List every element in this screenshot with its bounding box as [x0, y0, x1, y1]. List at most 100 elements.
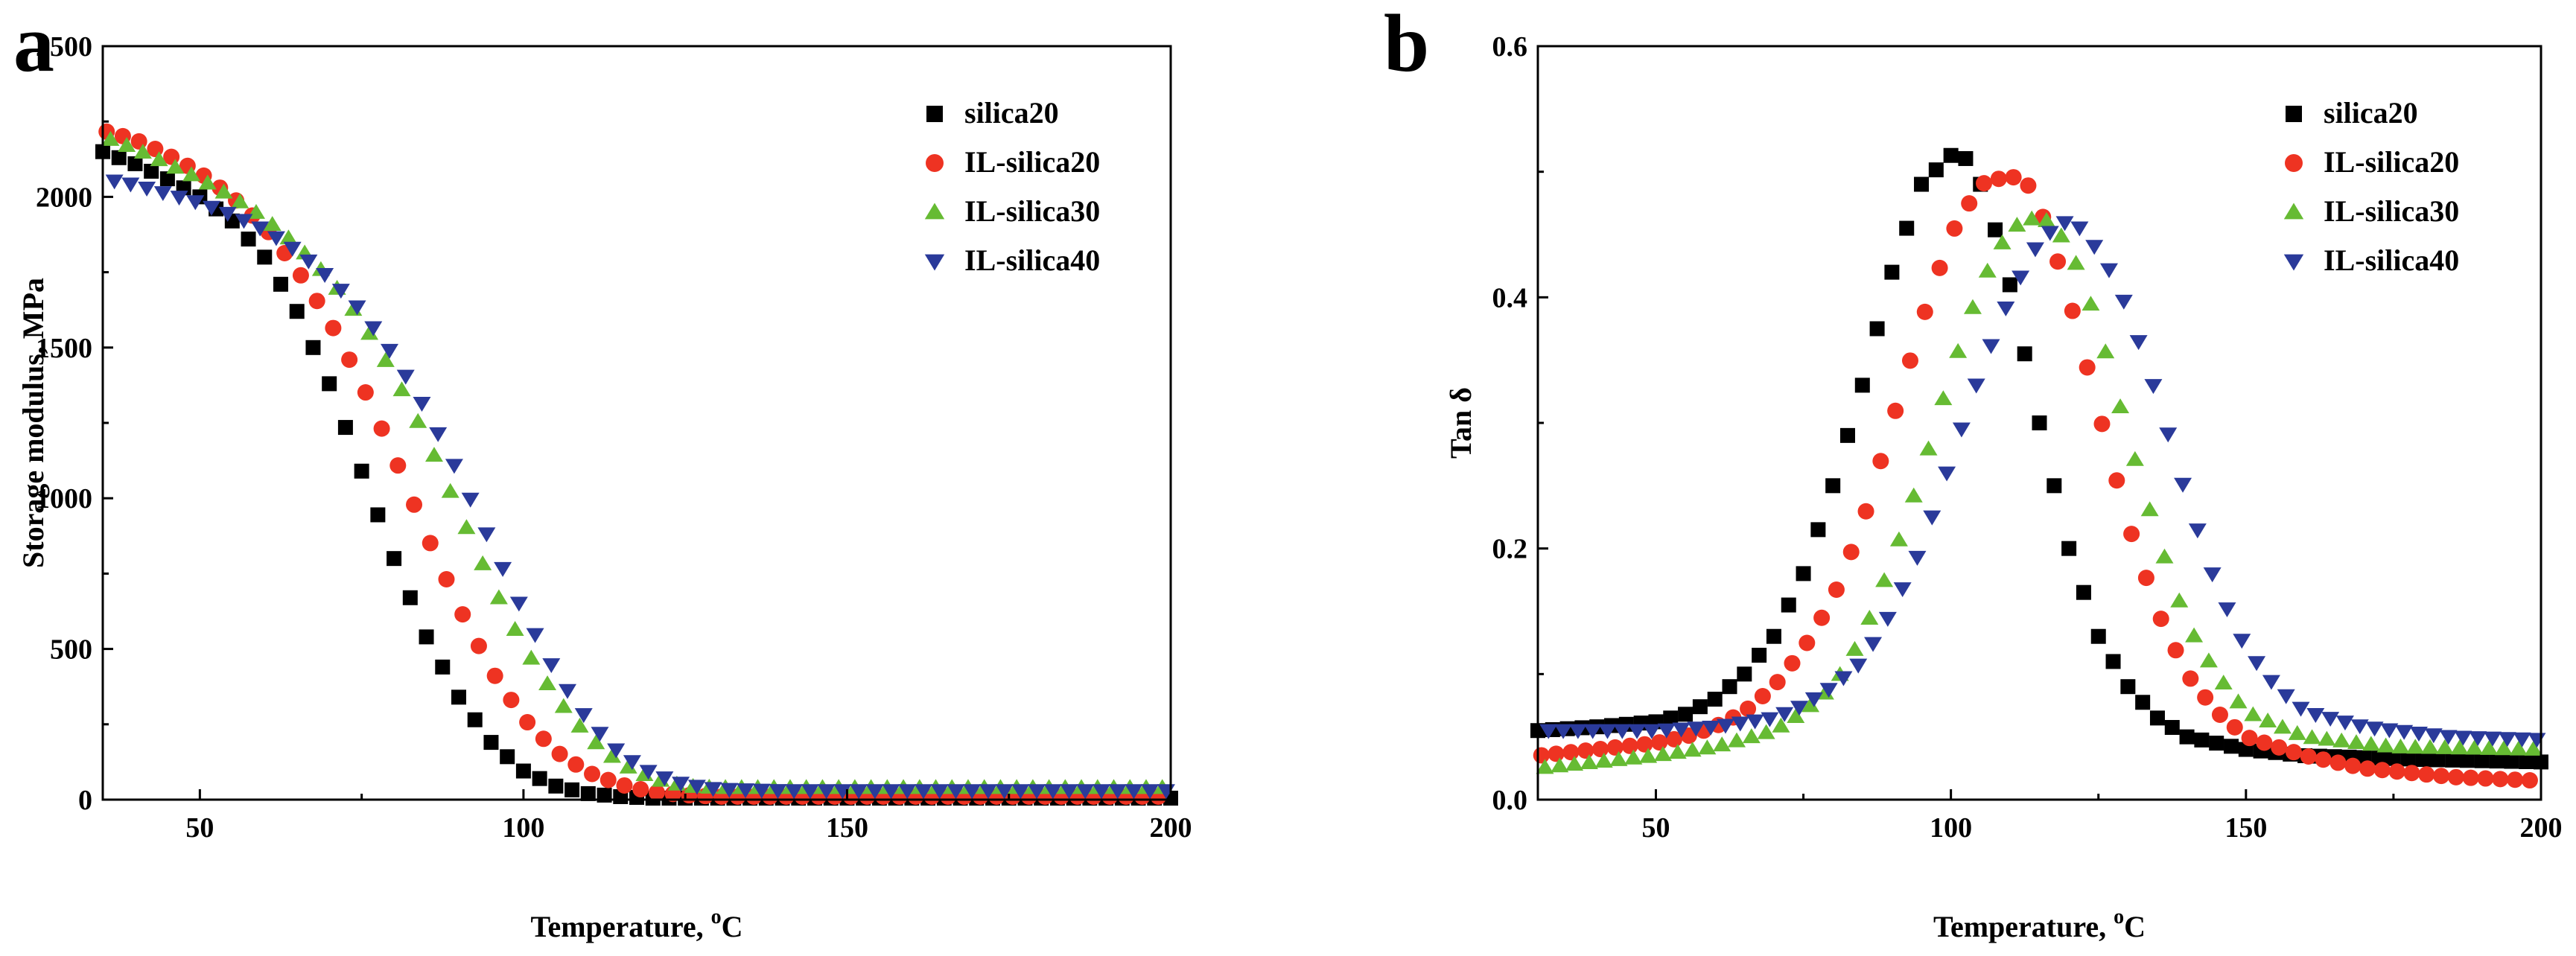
panel-b-point-il-silica30	[2155, 549, 2173, 564]
panel-b-point-il-silica40	[2204, 567, 2222, 582]
panel-a-point-il-silica20	[600, 772, 617, 788]
panel-b-point-il-silica20	[1976, 175, 1992, 191]
panel-a-point-il-silica20	[293, 267, 309, 284]
panel-b-point-il-silica30	[1920, 441, 1938, 456]
panel-a-point-silica20	[322, 376, 337, 391]
panel-b-point-il-silica20	[1858, 503, 1874, 520]
panel-b-tan-delta: b 50 100 150 200 0.0 0.2 0.4 0.6 silica20 IL-sil…	[1384, 0, 2563, 943]
panel-b-point-il-silica20	[2168, 642, 2184, 658]
panel-b-point-il-silica20	[1961, 195, 1977, 211]
panel-a-point-il-silica40	[413, 397, 430, 412]
panel-b-point-il-silica20	[2389, 763, 2405, 780]
panel-b-point-il-silica20	[1902, 352, 1918, 369]
panel-b-legend-marker-silica20	[2286, 106, 2302, 122]
panel-b-point-silica20	[1884, 265, 1899, 280]
panel-a-point-il-silica30	[457, 519, 475, 534]
panel-a-x-tick-label: 100	[502, 812, 544, 844]
panel-b-point-il-silica20	[1784, 655, 1801, 672]
panel-b-point-il-silica20	[2507, 771, 2523, 788]
panel-a-point-il-silica40	[510, 596, 528, 611]
panel-a-x-axis-title: Temperature, oC	[530, 905, 742, 943]
panel-a-point-il-silica30	[425, 447, 443, 462]
panel-b-point-silica20	[1708, 692, 1723, 707]
panel-b-point-silica20	[1914, 177, 1929, 192]
panel-b-point-silica20	[2061, 541, 2076, 556]
panel-a-point-silica20	[387, 551, 401, 566]
panel-a-point-il-silica20	[406, 497, 422, 513]
panel-b-point-silica20	[1810, 522, 1825, 537]
panel-a-point-silica20	[290, 304, 305, 319]
panel-a-point-il-silica30	[506, 621, 524, 636]
panel-b-x-tick-label: 150	[2224, 812, 2267, 844]
panel-b-point-silica20	[2475, 753, 2490, 768]
panel-b-point-silica20	[2209, 736, 2224, 751]
panel-b-y-tick-label: 0.6	[1492, 31, 1528, 63]
panel-b-point-silica20	[1766, 629, 1781, 644]
panel-b-point-il-silica40	[1864, 637, 1882, 652]
panel-a-point-silica20	[241, 232, 256, 246]
panel-b-point-il-silica40	[2499, 732, 2516, 747]
panel-a-point-silica20	[419, 629, 434, 644]
panel-a-point-il-silica20	[454, 606, 471, 622]
panel-b-point-il-silica40	[2248, 656, 2265, 671]
panel-a-y-tick-label: 2000	[36, 182, 92, 213]
panel-a-point-silica20	[532, 771, 547, 786]
panel-a-point-il-silica20	[341, 351, 357, 368]
panel-b-point-il-silica40	[2469, 731, 2487, 746]
panel-b-point-il-silica20	[1887, 403, 1904, 419]
panel-a-point-il-silica20	[632, 781, 649, 797]
panel-a-point-il-silica20	[422, 535, 439, 551]
panel-b-point-silica20	[2120, 679, 2135, 694]
panel-b-point-il-silica20	[2212, 707, 2228, 723]
panel-b-point-il-silica30	[2495, 740, 2513, 755]
panel-a-storage-modulus: a 50 100 150 20005001000150020002500 silica…	[13, 0, 1192, 943]
panel-b-point-il-silica40	[2218, 602, 2236, 617]
panel-a-point-silica20	[370, 507, 385, 522]
panel-b-point-silica20	[2017, 346, 2032, 361]
panel-b-point-il-silica30	[2436, 739, 2454, 754]
panel-b-point-silica20	[1855, 377, 1870, 392]
panel-b-point-il-silica30	[1979, 263, 1997, 278]
panel-b-point-il-silica30	[2303, 729, 2321, 744]
panel-a-point-silica20	[338, 420, 353, 435]
panel-a-point-il-silica20	[471, 638, 487, 654]
panel-b-point-il-silica40	[1908, 551, 1926, 566]
panel-b-legend-marker-il-silica20	[2285, 154, 2303, 172]
panel-b-point-silica20	[2416, 752, 2431, 767]
panel-b-point-il-silica30	[2421, 739, 2439, 754]
panel-b-point-il-silica30	[1875, 572, 1893, 587]
panel-a-point-il-silica40	[494, 562, 512, 577]
panel-b-point-il-silica30	[2347, 734, 2365, 749]
panel-b-point-il-silica20	[1636, 736, 1653, 753]
panel-b-point-il-silica20	[2522, 772, 2538, 788]
panel-b-x-axis-title: Temperature, oC	[1933, 905, 2146, 943]
panel-b-point-il-silica30	[2215, 675, 2233, 689]
panel-b-point-il-silica30	[2244, 707, 2262, 721]
panel-b-x-tick-label: 100	[1930, 812, 1972, 844]
panel-a-point-il-silica30	[442, 483, 459, 498]
panel-b-point-il-silica30	[2318, 731, 2335, 746]
panel-a-legend-label-silica20: silica20	[964, 96, 1059, 130]
panel-b-point-il-silica40	[1746, 715, 1764, 730]
panel-b-y-tick-label: 0.4	[1492, 282, 1528, 313]
panel-b-point-il-silica40	[2189, 523, 2207, 538]
panel-a-point-il-silica40	[171, 191, 188, 205]
panel-a-point-il-silica20	[535, 730, 552, 747]
panel-b-point-il-silica20	[2079, 359, 2096, 375]
panel-a-legend-marker-il-silica20	[926, 154, 944, 172]
panel-b-point-il-silica40	[2115, 295, 2133, 310]
panel-a-x-tick-label: 200	[1150, 812, 1192, 844]
panel-b-point-il-silica30	[2008, 217, 2026, 232]
panel-b-point-il-silica20	[2020, 177, 2036, 194]
panel-a-point-il-silica40	[429, 427, 447, 442]
panel-b-point-il-silica30	[2406, 739, 2424, 753]
panel-b-point-silica20	[1840, 428, 1855, 443]
panel-b-y-tick-label: 0.2	[1492, 534, 1528, 565]
panel-b-point-silica20	[1678, 707, 1693, 721]
panel-b-point-il-silica40	[2144, 379, 2162, 394]
panel-a-point-silica20	[451, 689, 466, 704]
panel-b-point-il-silica40	[1968, 379, 1985, 394]
panel-b-point-il-silica20	[2359, 760, 2376, 777]
panel-b-point-il-silica20	[2227, 719, 2243, 736]
panel-b-point-il-silica40	[1761, 713, 1778, 727]
